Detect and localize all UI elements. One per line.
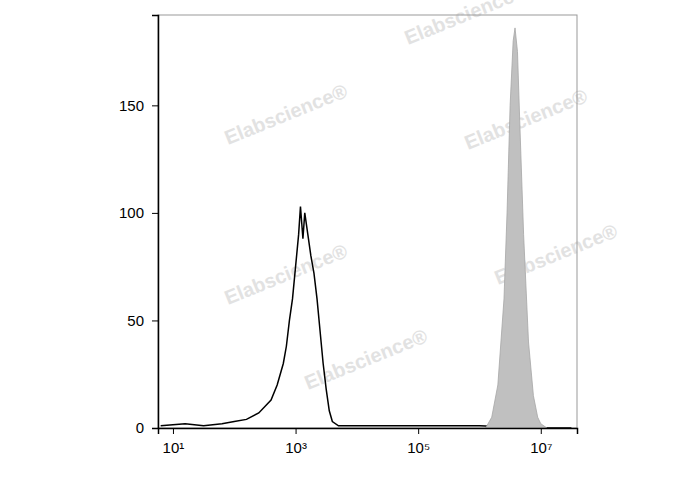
watermarks: Elabscience® Elabscience® Elabscience® Elab… [221, 0, 620, 394]
y-tick-mark [152, 320, 158, 321]
y-tick-label: 150 [119, 97, 144, 114]
y-tick-label: 0 [136, 419, 144, 436]
y-tick-label: 50 [127, 312, 144, 329]
histogram-area [486, 28, 547, 428]
x-tick-label: 10⁵ [407, 439, 430, 456]
y-tick-mark [152, 428, 158, 429]
watermark: Elabscience® [461, 84, 590, 153]
x-tick-mark [173, 428, 174, 434]
x-tick-mark [418, 428, 419, 434]
x-tick: 10¹ [163, 428, 185, 456]
y-tick: 100 [119, 204, 158, 221]
x-axis-line [159, 429, 578, 435]
x-tick-label: 10¹ [163, 439, 185, 456]
y-tick: 150 [119, 97, 158, 114]
y-tick-label: 100 [119, 204, 144, 221]
x-tick: 10⁷ [530, 428, 552, 456]
y-axis: 0 50 100 150 [119, 16, 159, 437]
x-tick: 10⁵ [407, 428, 430, 456]
y-axis-line [152, 16, 159, 429]
x-tick-label: 10⁷ [530, 439, 552, 456]
watermark: Elabscience® [221, 79, 350, 148]
y-tick-mark [152, 213, 158, 214]
y-tick: 0 [136, 419, 158, 436]
y-tick-mark [152, 105, 158, 106]
watermark: Elabscience® [401, 0, 530, 49]
x-tick-mark [541, 428, 542, 434]
chart: Elabscience® Elabscience® Elabscience® Elab… [0, 0, 688, 490]
marks [161, 28, 572, 428]
watermark: Elabscience® [221, 239, 350, 308]
x-tick-mark [296, 428, 297, 434]
x-axis: 10¹ 10³ 10⁵ 10⁷ [159, 428, 578, 456]
plot: Elabscience® Elabscience® Elabscience® Elab… [119, 0, 621, 456]
frame [158, 15, 577, 428]
x-tick-label: 10³ [285, 439, 307, 456]
x-tick: 10³ [285, 428, 307, 456]
y-tick: 50 [127, 312, 158, 329]
